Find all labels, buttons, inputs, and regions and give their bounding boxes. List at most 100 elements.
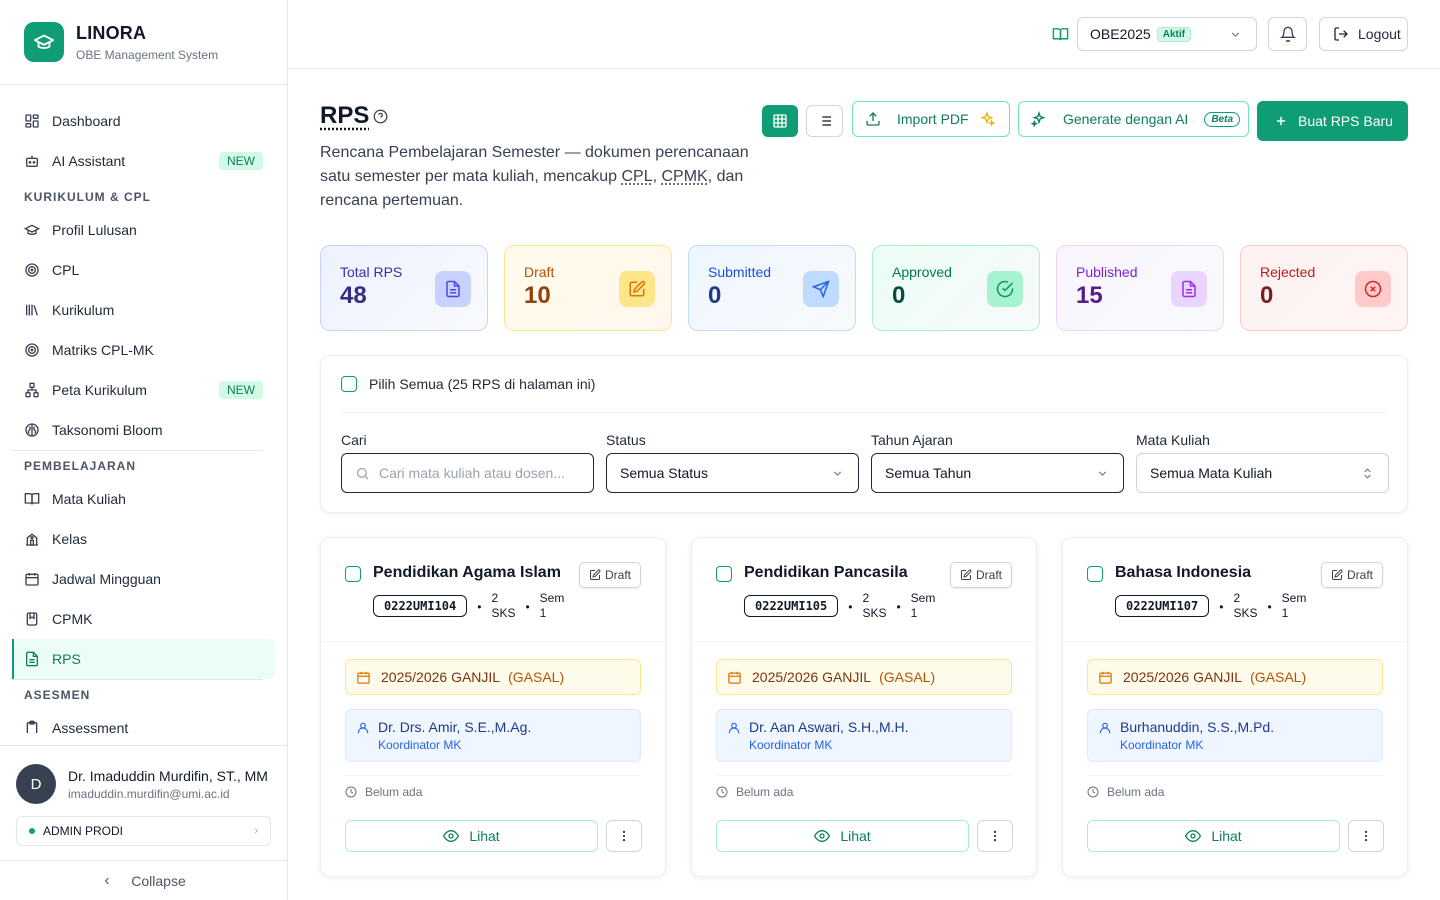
view-button[interactable]: Lihat: [716, 820, 969, 852]
notifications-button[interactable]: [1268, 17, 1307, 51]
role-switcher[interactable]: ADMIN PRODI ›: [16, 816, 271, 846]
stat-value: 0: [708, 282, 722, 309]
sidebar-item-dashboard[interactable]: Dashboard: [12, 101, 275, 141]
create-rps-label: Buat RPS Baru: [1298, 113, 1393, 129]
sidebar-item-kurikulum[interactable]: Kurikulum: [12, 290, 275, 330]
eye-icon: [443, 829, 460, 843]
divider: [341, 412, 1387, 413]
stat-rejected[interactable]: Rejected 0: [1240, 245, 1408, 331]
card-checkbox[interactable]: [1087, 566, 1103, 582]
avatar[interactable]: D: [16, 764, 56, 804]
user-panel: D Dr. Imaduddin Murdifin, ST., MM imadud…: [0, 745, 287, 860]
user-icon: [1099, 722, 1111, 734]
status-badge[interactable]: Draft: [1320, 562, 1383, 588]
search-input[interactable]: Cari mata kuliah atau dosen...: [341, 453, 594, 493]
chevron-down-icon: [1096, 467, 1109, 480]
academic-period: 2025/2026 GANJIL (GASAL): [1087, 659, 1383, 695]
semester-info: Sem 1: [540, 591, 565, 621]
generate-ai-button[interactable]: Generate dengan AI Beta: [1018, 101, 1249, 137]
collapse-button[interactable]: Collapse: [0, 860, 287, 900]
stat-label: Submitted: [708, 264, 772, 280]
divider: [716, 775, 1012, 776]
stat-published[interactable]: Published 15: [1056, 245, 1224, 331]
clock-icon: [716, 786, 728, 798]
sidebar-item-rps[interactable]: RPS: [12, 639, 275, 679]
sidebar-item-kelas[interactable]: Kelas: [12, 519, 275, 559]
sidebar-item-cpmk[interactable]: CPMK: [12, 599, 275, 639]
updated-text: Belum ada: [1107, 785, 1165, 799]
beta-badge: Beta: [1204, 111, 1241, 127]
new-badge: NEW: [219, 152, 263, 170]
sidebar-item-assessment[interactable]: Assessment: [12, 708, 275, 733]
stat-label: Approved: [892, 264, 952, 280]
import-pdf-button[interactable]: Import PDF: [852, 101, 1010, 137]
view-label: Lihat: [469, 828, 500, 844]
course-title[interactable]: Bahasa Indonesia: [1115, 564, 1252, 581]
sidebar-item-peta-kurikulum[interactable]: Peta Kurikulum NEW: [12, 370, 275, 410]
help-icon[interactable]: [373, 109, 388, 124]
stat-draft[interactable]: Draft 10: [504, 245, 672, 331]
card-checkbox[interactable]: [716, 566, 732, 582]
period-label: 2025/2026 GANJIL: [752, 669, 872, 685]
period-type: (GASAL): [879, 669, 936, 685]
sks-number: 2: [1233, 591, 1241, 605]
sidebar-item-ai-assistant[interactable]: AI Assistant NEW: [12, 141, 275, 181]
calendar-icon: [24, 571, 40, 587]
stat-approved[interactable]: Approved 0: [872, 245, 1040, 331]
status-badge[interactable]: Draft: [949, 562, 1012, 588]
lecturer-role: Koordinator MK: [378, 738, 462, 752]
view-button[interactable]: Lihat: [1087, 820, 1340, 852]
sidebar-item-profil-lulusan[interactable]: Profil Lulusan: [12, 210, 275, 250]
section-kurikulum-cpl: KURIKULUM & CPL: [24, 190, 151, 204]
course-select[interactable]: Semua Mata Kuliah: [1136, 453, 1389, 493]
sidebar-item-matriks-cpl-mk[interactable]: Matriks CPL-MK: [12, 330, 275, 370]
course-title[interactable]: Pendidikan Pancasila: [744, 564, 908, 581]
user-icon: [357, 722, 369, 734]
desc-text: , dan rencana pertemuan.: [320, 168, 744, 209]
sidebar-item-label: RPS: [52, 651, 81, 667]
curriculum-select[interactable]: OBE2025 Aktif: [1077, 17, 1257, 51]
library-icon: [24, 302, 40, 318]
card-checkbox[interactable]: [345, 566, 361, 582]
stat-total-rps[interactable]: Total RPS 48: [320, 245, 488, 331]
last-updated: Belum ada: [1087, 785, 1164, 799]
desc-text: ,: [652, 168, 662, 185]
sidebar-item-label: Dashboard: [52, 113, 121, 129]
stat-submitted[interactable]: Submitted 0: [688, 245, 856, 331]
academic-period: 2025/2026 GANJIL (GASAL): [716, 659, 1012, 695]
course-code: 0222UMI107: [1115, 595, 1210, 617]
status-select[interactable]: Semua Status: [606, 453, 859, 493]
sidebar-item-taksonomi-bloom[interactable]: Taksonomi Bloom: [12, 410, 275, 450]
list-view-button[interactable]: [806, 105, 843, 137]
course-title[interactable]: Pendidikan Agama Islam: [373, 564, 561, 581]
status-badge[interactable]: Draft: [578, 562, 641, 588]
logout-button[interactable]: Logout: [1319, 17, 1408, 51]
sks-info: 2 SKS: [491, 591, 515, 621]
bell-icon: [1279, 26, 1296, 42]
stat-value: 0: [1260, 282, 1274, 309]
create-rps-button[interactable]: Buat RPS Baru: [1257, 101, 1408, 141]
sidebar-item-mata-kuliah[interactable]: Mata Kuliah: [12, 479, 275, 519]
edit-icon: [589, 569, 601, 580]
sidebar-item-cpl[interactable]: CPL: [12, 250, 275, 290]
select-all[interactable]: Pilih Semua (25 RPS di halaman ini): [341, 376, 595, 392]
card-header: Pendidikan Agama Islam Draft 0222UMI104 …: [321, 538, 665, 642]
sks-number: 2: [491, 591, 499, 605]
sidebar-item-label: AI Assistant: [52, 153, 126, 169]
lecturer-name: Dr. Aan Aswari, S.H.,M.H.: [749, 719, 909, 735]
year-select[interactable]: Semua Tahun: [871, 453, 1124, 493]
sidebar-item-jadwal-mingguan[interactable]: Jadwal Mingguan: [12, 559, 275, 599]
more-actions-button[interactable]: [606, 820, 642, 852]
more-actions-button[interactable]: [1348, 820, 1384, 852]
year-value: Semua Tahun: [885, 465, 972, 481]
select-all-checkbox[interactable]: [341, 376, 357, 392]
status-label: Draft: [975, 568, 1002, 582]
more-actions-button[interactable]: [977, 820, 1013, 852]
stat-value: 0: [892, 282, 906, 309]
last-updated: Belum ada: [716, 785, 793, 799]
logout-label: Logout: [1358, 26, 1401, 42]
grid-view-button[interactable]: [762, 105, 798, 137]
view-button[interactable]: Lihat: [345, 820, 598, 852]
target-icon: [24, 262, 40, 278]
topbar: OBE2025 Aktif Logout: [288, 0, 1440, 69]
